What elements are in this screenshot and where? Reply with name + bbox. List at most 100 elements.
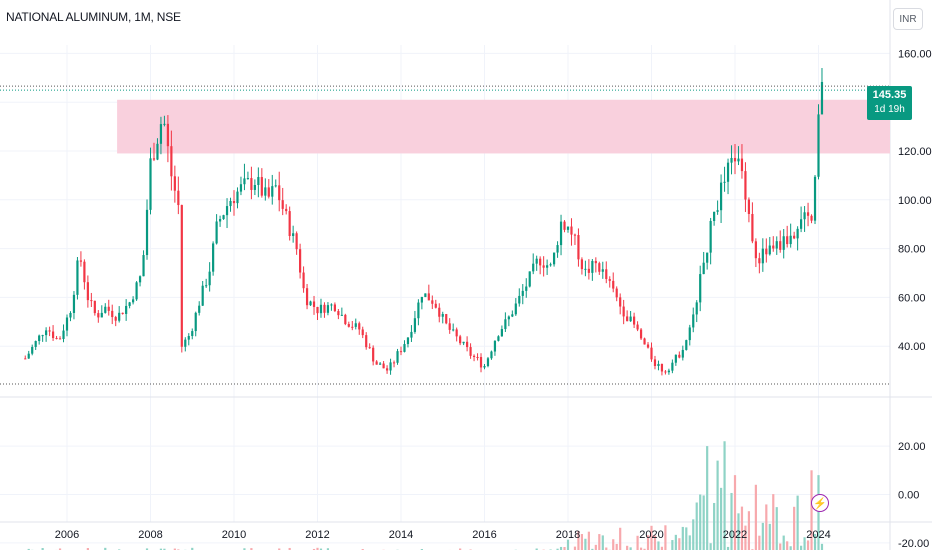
candle-body <box>438 308 440 317</box>
candle-body <box>132 299 134 302</box>
candle-body <box>135 282 137 299</box>
candle-body <box>800 219 802 229</box>
candle-body <box>556 245 558 252</box>
candle-body <box>94 301 96 313</box>
candle-body <box>195 313 197 331</box>
candle-body <box>734 158 736 161</box>
candle-body <box>581 259 583 269</box>
candle-body <box>790 236 792 244</box>
candle-body <box>776 241 778 248</box>
candle-body <box>817 114 819 176</box>
volume-bar <box>657 541 659 550</box>
candle-body <box>49 330 51 331</box>
candle-body <box>807 212 809 215</box>
volume-bar <box>779 544 781 550</box>
candle-body <box>584 269 586 270</box>
candle-body <box>595 261 597 263</box>
candle-body <box>710 221 712 253</box>
candle-body <box>508 317 510 320</box>
candle-body <box>650 348 652 360</box>
candle-body <box>456 329 458 336</box>
candle-body <box>591 261 593 273</box>
volume-bar <box>783 536 785 550</box>
candle-body <box>421 297 423 303</box>
symbol-title: NATIONAL ALUMINUM, 1M, NSE <box>6 10 181 24</box>
candle-body <box>567 227 569 230</box>
volume-bar <box>776 507 778 550</box>
candle-body <box>383 364 385 369</box>
candle-body <box>341 315 343 316</box>
candle-body <box>289 211 291 236</box>
candle-body <box>720 183 722 211</box>
candle-body <box>191 331 193 336</box>
candle-body <box>431 300 433 303</box>
candle-body <box>216 221 218 243</box>
candle-body <box>661 364 663 372</box>
candle-body <box>174 176 176 190</box>
candle-body <box>522 291 524 296</box>
lightning-icon[interactable]: ⚡ <box>811 494 829 512</box>
candle-body <box>118 313 120 321</box>
candle-body <box>292 233 294 236</box>
candle-body <box>494 341 496 352</box>
candle-body <box>598 263 600 272</box>
candle-body <box>452 329 454 330</box>
candle-body <box>602 269 604 271</box>
candle-body <box>751 214 753 241</box>
candle-body <box>142 255 144 276</box>
candle-body <box>35 341 37 347</box>
candle-body <box>449 323 451 330</box>
candle-body <box>643 338 645 344</box>
volume-bar <box>685 527 687 550</box>
time-tick-label: 2016 <box>472 529 496 541</box>
candle-body <box>758 258 760 263</box>
candle-body <box>664 371 666 372</box>
candle-body <box>814 177 816 221</box>
candle-body <box>636 325 638 330</box>
price-tick-label: 120.00 <box>898 146 932 158</box>
candle-body <box>396 351 398 363</box>
volume-bar <box>807 540 809 550</box>
volume-bar <box>800 546 802 550</box>
candle-body <box>28 354 30 359</box>
volume-bar <box>821 544 823 550</box>
candle-body <box>146 210 148 255</box>
candle-body <box>52 332 54 338</box>
candle-body <box>362 329 364 335</box>
candle-body <box>682 350 684 358</box>
candle-body <box>609 279 611 281</box>
currency-button[interactable]: INR <box>893 8 923 30</box>
volume-bar <box>588 532 590 550</box>
candle-body <box>264 187 266 195</box>
volume-bar <box>678 538 680 550</box>
volume-bar <box>584 539 586 550</box>
candle-body <box>101 313 103 318</box>
candle-body <box>762 249 764 264</box>
candle-body <box>657 364 659 366</box>
candle-body <box>570 227 572 235</box>
candle-body <box>184 340 186 347</box>
candle-body <box>181 205 183 347</box>
last-price-badge: 145.35 1d 19h <box>867 86 912 120</box>
candle-body <box>696 302 698 314</box>
candle-body <box>459 336 461 343</box>
candle-body <box>379 364 381 365</box>
volume-bar <box>602 535 604 550</box>
candle-body <box>320 305 322 313</box>
candle-body <box>678 355 680 358</box>
candle-body <box>38 336 40 341</box>
candle-body <box>623 307 625 317</box>
candle-body <box>769 246 771 255</box>
candle-body <box>417 303 419 319</box>
volume-bar <box>671 540 673 550</box>
candle-body <box>744 171 746 199</box>
candle-body <box>160 124 162 144</box>
candle-body <box>706 253 708 263</box>
candle-body <box>515 304 517 315</box>
candle-body <box>504 319 506 329</box>
time-tick-label: 2022 <box>723 529 747 541</box>
candle-body <box>737 159 739 162</box>
candle-body <box>219 219 221 221</box>
